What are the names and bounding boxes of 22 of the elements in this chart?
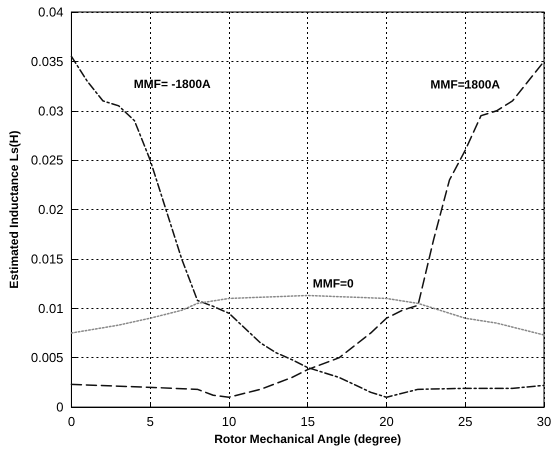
x-tick-label: 15 bbox=[300, 414, 315, 430]
series-label: MMF= -1800A bbox=[134, 76, 212, 91]
x-tick-label: 5 bbox=[146, 414, 154, 430]
y-tick-label: 0.035 bbox=[30, 54, 64, 69]
x-axis-title: Rotor Mechanical Angle (degree) bbox=[214, 432, 402, 446]
y-tick-label: 0.01 bbox=[38, 300, 64, 316]
x-tick-label: 25 bbox=[458, 414, 472, 430]
y-tick-label: 0.03 bbox=[38, 103, 64, 118]
y-tick-label: 0.015 bbox=[30, 251, 64, 266]
y-tick-label: 0.005 bbox=[30, 350, 64, 366]
series-label: MMF=1800A bbox=[430, 77, 500, 92]
y-tick-label: 0.04 bbox=[38, 4, 64, 20]
x-tick-label: 30 bbox=[536, 414, 552, 430]
y-tick-label: 0.025 bbox=[30, 152, 64, 168]
x-tick-label: 0 bbox=[68, 414, 76, 430]
y-tick-label: 0.02 bbox=[38, 202, 64, 218]
x-tick-label: 20 bbox=[379, 414, 394, 430]
line-series bbox=[70, 294, 545, 336]
y-axis-title: Estimated Inductance Ls(H) bbox=[7, 130, 21, 289]
series-label: MMF=0 bbox=[312, 276, 354, 290]
y-tick-label: 0 bbox=[56, 400, 64, 415]
x-tick-label: 10 bbox=[222, 414, 236, 430]
